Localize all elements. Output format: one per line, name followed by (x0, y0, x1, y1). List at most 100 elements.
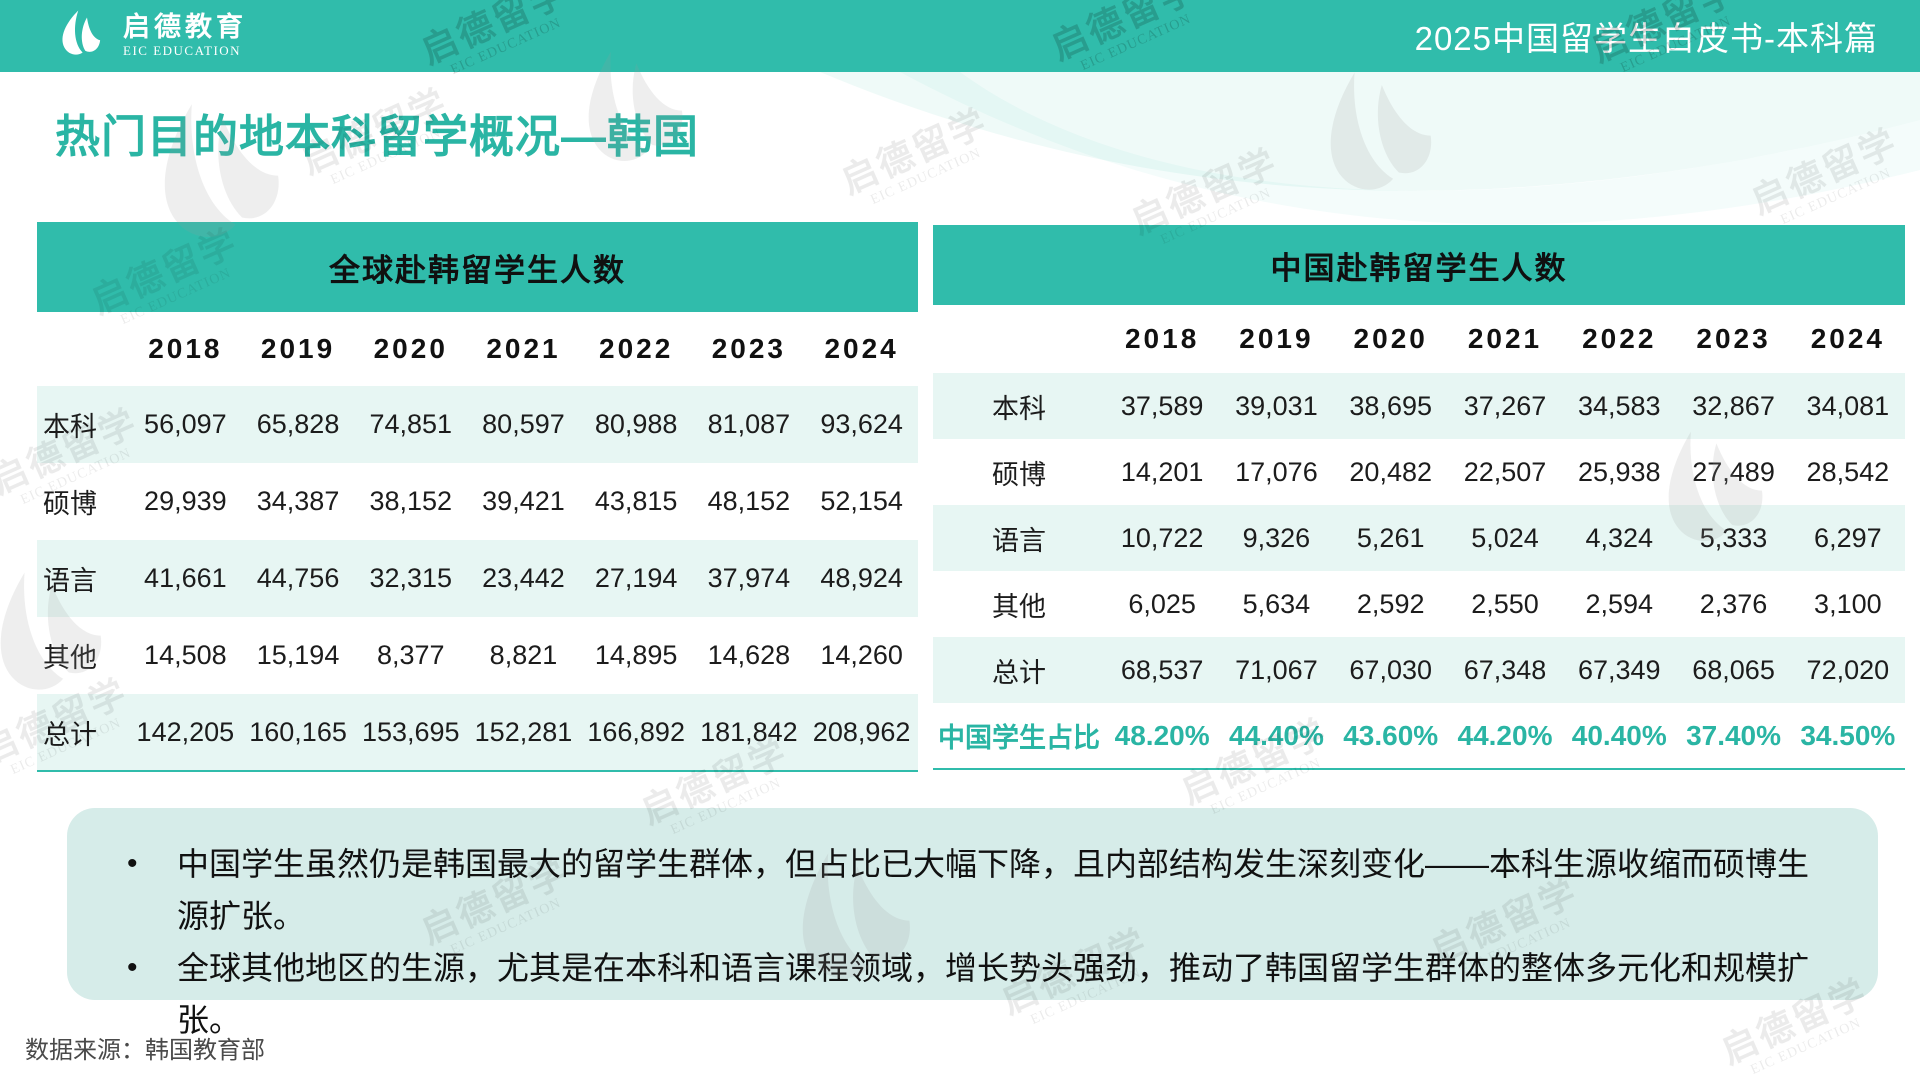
data-source-note: 数据来源：韩国教育部 (25, 1037, 265, 1064)
value-cell: 67,348 (1463, 654, 1547, 685)
value-cell: 152,281 (474, 716, 573, 747)
value-cell: 27,194 (594, 563, 678, 593)
value-cell: 9,326 (1242, 522, 1311, 553)
value-cell: 65,828 (256, 409, 340, 439)
value-cell: 166,892 (587, 716, 685, 747)
value-cell: 67,030 (1349, 654, 1432, 685)
year-cell: 2023 (711, 333, 787, 364)
corner-cell (37, 312, 129, 386)
row-label-cell: 本科 (992, 393, 1046, 424)
china-table-title: 中国赴韩留学生人数 (1270, 250, 1568, 286)
value-cell: 39,031 (1235, 390, 1318, 421)
value-cell: 6,297 (1814, 522, 1882, 553)
note-bullet-1: • 中国学生虽然仍是韩国最大的留学生群体，但占比已大幅下降，且内部结构发生深刻变… (111, 838, 1820, 942)
value-cell: 2,550 (1471, 588, 1539, 619)
value-cell: 72,020 (1806, 654, 1890, 685)
ratio-cell: 44.40% (1228, 719, 1324, 751)
notes-box: • 中国学生虽然仍是韩国最大的留学生群体，但占比已大幅下降，且内部结构发生深刻变… (67, 808, 1878, 1038)
brand-block: 启德教育 EIC EDUCATION (52, 7, 247, 63)
year-cell: 2020 (373, 333, 448, 364)
value-cell: 2,594 (1585, 588, 1654, 619)
year-cell: 2018 (148, 333, 223, 364)
brand-name-cn: 启德教育 (123, 11, 247, 42)
brand-text: 启德教育 EIC EDUCATION (123, 11, 247, 58)
table-row-undergrad: 本科 56,097 65,828 74,851 80,597 80,988 81… (37, 386, 918, 463)
value-cell: 20,482 (1349, 456, 1432, 487)
note-text-2: 全球其他地区的生源，尤其是在本科和语言课程领域，增长势头强劲，推动了韩国留学生群… (177, 950, 1810, 1038)
value-cell: 80,597 (482, 409, 565, 439)
value-cell: 181,842 (700, 716, 798, 747)
ratio-cell: 34.50% (1800, 719, 1896, 751)
row-label-cell: 总计 (43, 719, 97, 750)
row-label-cell: 本科 (43, 412, 97, 442)
year-cell: 2019 (260, 333, 336, 364)
value-cell: 22,507 (1463, 456, 1547, 487)
ratio-cell: 44.20% (1457, 719, 1553, 751)
value-cell: 28,542 (1806, 456, 1890, 487)
brand-name-en: EIC EDUCATION (123, 42, 242, 58)
value-cell: 208,962 (812, 716, 911, 747)
value-cell: 56,097 (144, 409, 227, 439)
value-cell: 8,821 (489, 640, 558, 670)
row-label-cell: 硕博 (992, 459, 1046, 490)
value-cell: 5,024 (1471, 522, 1539, 553)
value-cell: 3,100 (1814, 588, 1882, 619)
year-cell: 2020 (1353, 323, 1428, 354)
year-cell: 2023 (1696, 323, 1771, 354)
value-cell: 2,376 (1699, 588, 1768, 619)
ratio-cell: 43.60% (1343, 719, 1439, 751)
value-cell: 8,377 (376, 640, 445, 670)
value-cell: 52,154 (820, 486, 903, 516)
row-label-cell: 硕博 (43, 489, 97, 519)
value-cell: 14,201 (1120, 456, 1204, 487)
value-cell: 67,349 (1577, 654, 1661, 685)
row-label-cell: 其他 (992, 591, 1046, 622)
value-cell: 43,815 (594, 486, 678, 516)
value-cell: 68,065 (1692, 654, 1775, 685)
china-year-header-row: 2018 2019 2020 2021 2022 2023 2024 (933, 305, 1905, 373)
table-row-total: 总计 142,205 160,165 153,695 152,281 166,8… (37, 694, 918, 771)
table-row-other: 其他 14,508 15,194 8,377 8,821 14,895 14,6… (37, 617, 918, 694)
row-label-cell: 总计 (992, 657, 1046, 688)
value-cell: 5,261 (1356, 522, 1425, 553)
global-year-header-row: 2018 2019 2020 2021 2022 2023 2024 (37, 312, 918, 386)
table-row-language: 语言 10,722 9,326 5,261 5,024 4,324 5,333 … (933, 505, 1905, 571)
value-cell: 80,988 (594, 409, 678, 439)
global-table-title-bar: 全球赴韩留学生人数 (37, 222, 918, 312)
value-cell: 25,938 (1577, 456, 1661, 487)
value-cell: 29,939 (144, 486, 227, 516)
value-cell: 38,152 (369, 486, 453, 516)
value-cell: 32,867 (1692, 390, 1775, 421)
value-cell: 81,087 (707, 409, 791, 439)
value-cell: 14,508 (144, 640, 227, 670)
year-cell: 2024 (824, 333, 899, 364)
year-cell: 2018 (1124, 323, 1200, 354)
table-row-postgrad: 硕博 29,939 34,387 38,152 39,421 43,815 48… (37, 463, 918, 540)
row-label-cell: 语言 (992, 525, 1046, 556)
value-cell: 10,722 (1120, 522, 1204, 553)
china-students-table: 中国赴韩留学生人数 2018 2019 2020 2021 2022 2023 … (933, 225, 1905, 770)
row-label-cell: 中国学生占比 (938, 723, 1100, 753)
table-row-total: 总计 68,537 71,067 67,030 67,348 67,349 68… (933, 637, 1905, 703)
value-cell: 14,260 (820, 640, 903, 670)
value-cell: 39,421 (482, 486, 565, 516)
table-row-language: 语言 41,661 44,756 32,315 23,442 27,194 37… (37, 540, 918, 617)
value-cell: 34,081 (1806, 390, 1890, 421)
value-cell: 74,851 (369, 409, 453, 439)
bullet-marker: • (127, 847, 138, 880)
value-cell: 17,076 (1235, 456, 1318, 487)
global-students-table: 全球赴韩留学生人数 2018 2019 2020 2021 2022 2023 … (37, 222, 918, 772)
table-row-other: 其他 6,025 5,634 2,592 2,550 2,594 2,376 3… (933, 571, 1905, 637)
value-cell: 34,387 (256, 486, 340, 516)
value-cell: 14,628 (707, 640, 791, 670)
value-cell: 48,152 (707, 486, 791, 516)
year-cell: 2022 (1582, 323, 1657, 354)
year-cell: 2024 (1810, 323, 1885, 354)
page-title: 热门目的地本科留学概况—韩国 (55, 111, 700, 162)
brand-logo-icon (52, 7, 108, 63)
row-label-cell: 语言 (43, 566, 97, 596)
corner-cell (933, 305, 1105, 373)
global-table-title: 全球赴韩留学生人数 (329, 252, 626, 288)
